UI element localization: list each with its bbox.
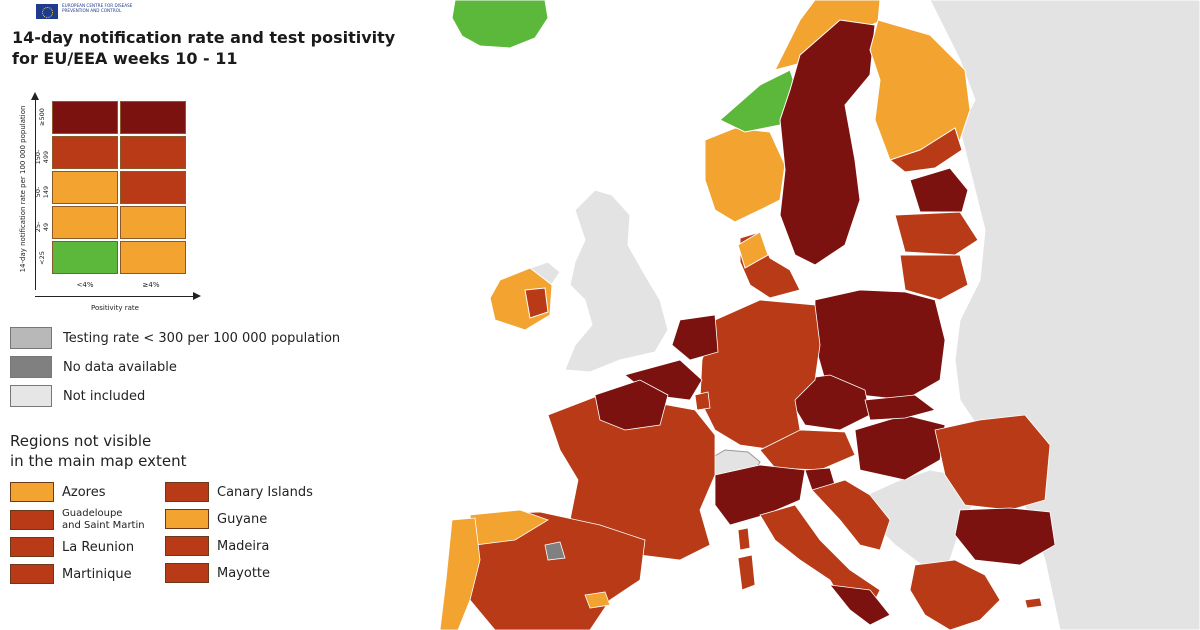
region-norway-south — [704, 127, 786, 223]
region-france-north — [594, 379, 669, 431]
region-swatch — [10, 482, 54, 502]
region-label-line: and Saint Martin — [62, 520, 145, 531]
region-key-canary-islands: Canary Islands — [165, 482, 313, 502]
region-swatch — [165, 536, 209, 556]
regions-title: Regions not visible in the main map exte… — [10, 431, 187, 471]
y-tick: 50-149 — [34, 185, 50, 199]
region-spain-nodata — [544, 541, 566, 561]
legend-panel: European Centre for Disease Prevention a… — [0, 0, 420, 630]
region-label: Mayotte — [217, 565, 271, 581]
region-bulgaria — [954, 507, 1056, 566]
region-label: Guadeloupe and Saint Martin — [62, 508, 145, 532]
x-axis-title: Positivity rate — [91, 304, 139, 312]
y-tick: ≥500 — [38, 108, 46, 126]
region-italy-south — [829, 584, 891, 626]
region-poland — [814, 289, 946, 401]
legend-matrix-cell — [120, 206, 186, 239]
region-estonia — [909, 167, 969, 213]
region-portugal — [439, 517, 481, 630]
key-label: No data available — [63, 359, 177, 375]
y-axis-title: 14-day notification rate per 100 000 pop… — [19, 105, 27, 273]
y-tick: <25 — [38, 251, 46, 265]
region-label: Canary Islands — [217, 484, 313, 500]
x-tick: ≥4% — [142, 281, 160, 289]
region-not-included-uk — [564, 189, 669, 373]
legend-matrix-cell — [52, 101, 118, 134]
legend-matrix-cell — [120, 136, 186, 169]
region-swatch — [165, 509, 209, 529]
region-italy-north — [714, 464, 806, 526]
region-key-guadeloupe: Guadeloupe and Saint Martin — [10, 508, 145, 532]
region-slovakia — [864, 394, 936, 421]
key-label: Testing rate < 300 per 100 000 populatio… — [63, 330, 341, 346]
region-swatch — [10, 510, 54, 530]
key-swatch — [10, 356, 52, 378]
legend-matrix-cell — [52, 171, 118, 204]
region-greece — [909, 559, 1001, 630]
eu-flag-icon — [36, 4, 58, 19]
region-sardinia — [737, 554, 756, 591]
y-axis-line — [35, 98, 36, 290]
key-testing-rate: Testing rate < 300 per 100 000 populatio… — [10, 327, 340, 349]
ecdc-logo: European Centre for Disease Prevention a… — [36, 3, 142, 19]
region-latvia — [894, 211, 979, 256]
key-label: Not included — [63, 388, 146, 404]
region-label-line: Guadeloupe — [62, 508, 123, 519]
key-swatch — [10, 327, 52, 349]
legend-matrix-cell — [120, 101, 186, 134]
key-swatch — [10, 385, 52, 407]
x-axis-arrow-icon — [193, 292, 201, 300]
regions-title-line-2: in the main map extent — [10, 452, 187, 470]
y-tick: 150-499 — [34, 149, 50, 165]
region-germany — [699, 299, 821, 451]
region-swatch — [10, 537, 54, 557]
region-romania — [934, 414, 1051, 511]
region-swatch — [165, 563, 209, 583]
region-swatch — [165, 482, 209, 502]
region-key-mayotte: Mayotte — [165, 563, 270, 583]
legend-matrix-cell — [52, 136, 118, 169]
region-label: Madeira — [217, 538, 270, 554]
region-corsica — [737, 527, 751, 551]
region-luxembourg — [694, 391, 711, 411]
region-lithuania — [899, 254, 969, 301]
map-title: 14-day notification rate and test positi… — [12, 27, 395, 69]
region-key-madeira: Madeira — [165, 536, 269, 556]
region-label: Guyane — [217, 511, 268, 527]
region-cyprus — [1024, 597, 1043, 609]
y-axis-arrow-icon — [31, 92, 39, 100]
region-denmark-north — [737, 231, 769, 269]
legend-matrix-cell — [120, 171, 186, 204]
region-iceland — [451, 0, 549, 49]
key-not-included: Not included — [10, 385, 145, 407]
region-croatia — [811, 479, 891, 551]
region-label: La Reunion — [62, 539, 135, 555]
regions-title-line-1: Regions not visible — [10, 432, 152, 450]
region-netherlands — [671, 314, 719, 361]
key-no-data: No data available — [10, 356, 177, 378]
region-label: Martinique — [62, 566, 132, 582]
region-swatch — [10, 564, 54, 584]
legend-matrix-cell — [52, 206, 118, 239]
x-tick: <4% — [76, 281, 94, 289]
region-ireland-east — [524, 287, 549, 319]
legend-matrix — [52, 101, 188, 276]
region-key-martinique: Martinique — [10, 564, 132, 584]
region-key-guyane: Guyane — [165, 509, 267, 529]
region-label: Azores — [62, 484, 106, 500]
x-axis-line — [35, 296, 195, 297]
title-line-1: 14-day notification rate and test positi… — [12, 28, 396, 47]
title-line-2: for EU/EEA weeks 10 - 11 — [12, 49, 238, 68]
legend-matrix-cell — [52, 241, 118, 274]
region-key-la-reunion: La Reunion — [10, 537, 134, 557]
org-name: European Centre for Disease Prevention a… — [62, 3, 133, 13]
legend-matrix-cell — [120, 241, 186, 274]
y-tick: 25-49 — [34, 221, 50, 233]
region-balearic — [584, 591, 611, 609]
region-finland-south — [888, 127, 963, 173]
region-key-azores: Azores — [10, 482, 106, 502]
